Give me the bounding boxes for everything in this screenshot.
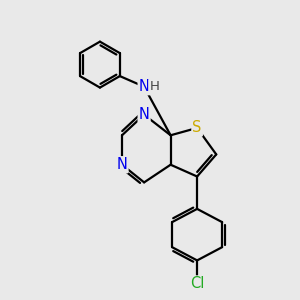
Text: S: S	[192, 120, 202, 135]
Text: N: N	[139, 107, 149, 122]
Text: N: N	[117, 157, 128, 172]
Text: Cl: Cl	[190, 277, 204, 292]
Text: H: H	[149, 80, 159, 93]
Text: N: N	[139, 79, 149, 94]
